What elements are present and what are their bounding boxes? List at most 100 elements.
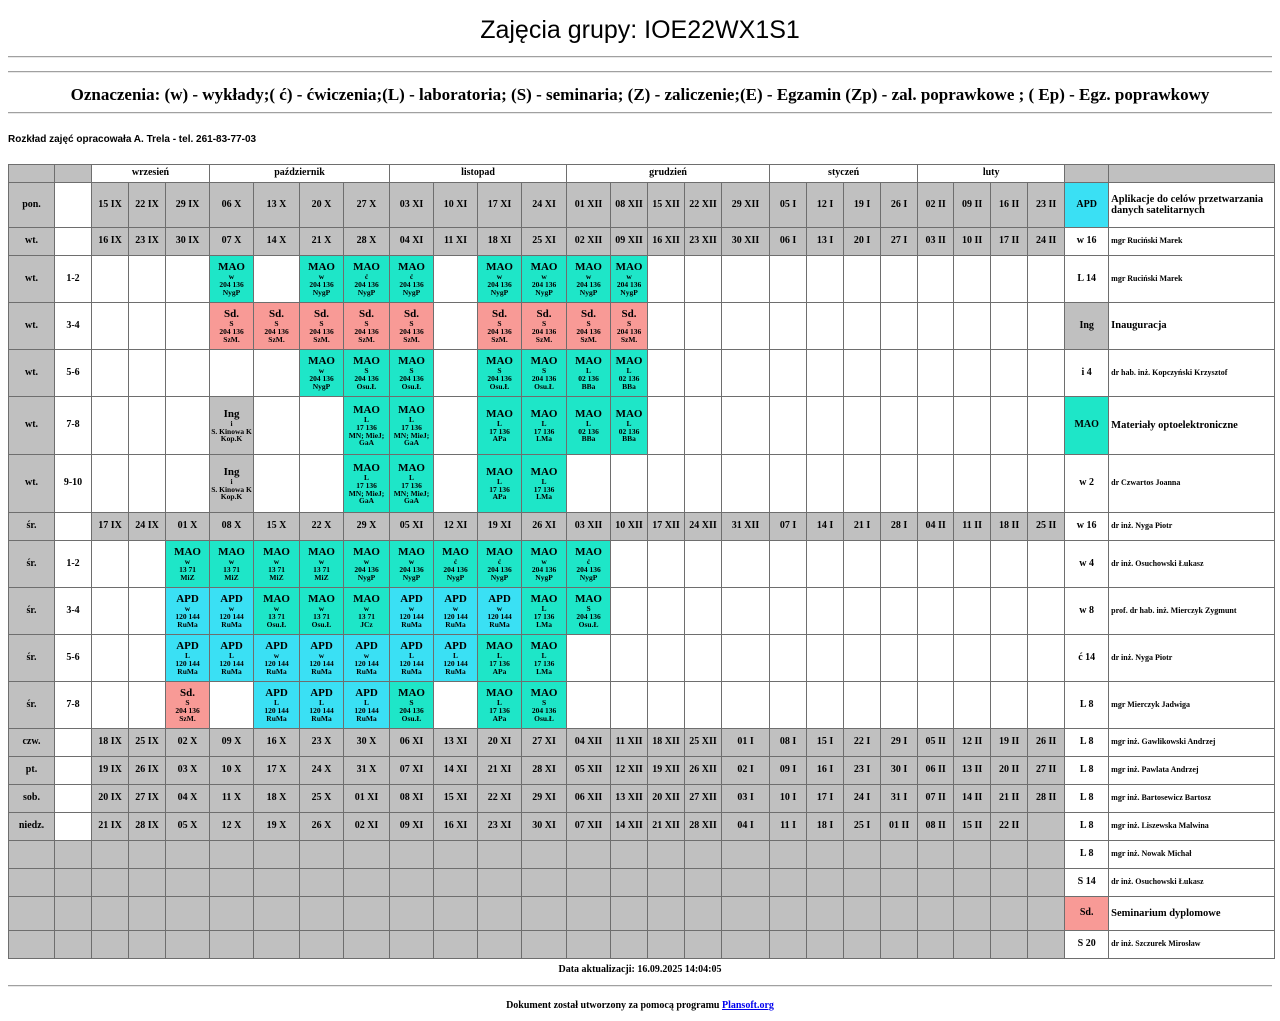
class-block[interactable]: MAO L 02 136 BBa <box>610 349 649 397</box>
class-block[interactable]: MAO L 02 136 BBa <box>566 349 612 397</box>
class-block[interactable]: MAO L 17 136 LMa <box>521 396 568 455</box>
class-block[interactable]: MAO L 17 136 MN; MieJ; GaA <box>389 396 435 455</box>
class-block[interactable]: MAO L 17 136 APa <box>477 634 523 682</box>
date-cell: 15 IX <box>91 182 129 228</box>
class-detail: 120 144 <box>399 659 424 669</box>
class-block[interactable]: MAO ć 204 136 NygP <box>389 255 435 303</box>
class-block[interactable]: MAO L 17 136 APa <box>477 454 523 513</box>
class-block[interactable]: MAO S 204 136 Osu.Ł <box>343 349 391 397</box>
class-block[interactable]: MAO S 204 136 Osu.Ł <box>477 349 523 397</box>
class-detail: APa <box>492 492 507 502</box>
class-block[interactable]: Sd. S 204 136 SzM. <box>253 302 301 350</box>
class-block[interactable]: MAO w 204 136 NygP <box>343 540 391 588</box>
class-detail: w <box>363 651 370 661</box>
slot-cell <box>54 896 92 931</box>
class-block[interactable]: APD L 120 144 RuMa <box>209 634 255 682</box>
class-block[interactable]: APD w 120 144 RuMa <box>389 587 435 635</box>
class-block[interactable]: MAO L 02 136 BBa <box>566 396 612 455</box>
empty-cell <box>647 540 686 588</box>
legend-name: mgr inż. Pawlata Andrzej <box>1108 756 1276 785</box>
class-block[interactable]: APD w 120 144 RuMa <box>477 587 523 635</box>
class-block[interactable]: MAO S 204 136 Osu.Ł <box>521 349 568 397</box>
class-block[interactable]: APD w 120 144 RuMa <box>253 634 301 682</box>
schedule-row: śr. 3-4 APD w 120 144 RuMa APD w 120 144 RuMa MAO w… <box>8 587 1276 635</box>
class-block[interactable]: APD w 120 144 RuMa <box>209 587 255 635</box>
class-block[interactable]: Ing i S. Kinowa K Kop.K <box>209 396 255 455</box>
class-code: APD <box>400 640 423 653</box>
empty-cell <box>389 840 435 869</box>
class-block[interactable]: APD L 120 144 RuMa <box>389 634 435 682</box>
class-block[interactable]: MAO L 17 136 LMa <box>521 634 568 682</box>
empty-cell <box>209 896 255 931</box>
class-block[interactable]: Sd. S 204 136 SzM. <box>566 302 612 350</box>
class-block[interactable]: MAO w 204 136 NygP <box>477 255 523 303</box>
class-block[interactable]: APD w 120 144 RuMa <box>433 587 479 635</box>
class-block[interactable]: MAO S 204 136 Osu.Ł <box>389 349 435 397</box>
class-detail: 13 71 <box>358 612 375 622</box>
class-block[interactable]: APD w 120 144 RuMa <box>164 587 211 635</box>
class-block[interactable]: MAO w 204 136 NygP <box>610 255 649 303</box>
class-detail: 204 136 <box>219 280 244 290</box>
class-block[interactable]: MAO ć 204 136 NygP <box>433 540 479 588</box>
class-block[interactable]: MAO w 204 136 NygP <box>566 255 612 303</box>
class-block[interactable]: Sd. S 204 136 SzM. <box>610 302 649 350</box>
class-block[interactable]: Sd. S 204 136 SzM. <box>477 302 523 350</box>
class-code: Sd. <box>314 308 330 321</box>
class-block[interactable]: MAO L 17 136 APa <box>477 396 523 455</box>
class-block[interactable]: MAO w 204 136 NygP <box>521 540 568 588</box>
class-block[interactable]: APD w 120 144 RuMa <box>343 634 391 682</box>
class-block[interactable]: MAO S 204 136 Osu.Ł <box>566 587 612 635</box>
class-block[interactable]: MAO L 17 136 APa <box>477 681 523 729</box>
class-detail: 17 136 <box>356 480 377 490</box>
class-block[interactable]: MAO w 204 136 NygP <box>521 255 568 303</box>
class-block[interactable]: MAO S 204 136 Osu.Ł <box>521 681 568 729</box>
day-label: śr. <box>8 681 55 729</box>
class-block[interactable]: MAO w 204 136 NygP <box>389 540 435 588</box>
class-block[interactable]: MAO ć 204 136 NygP <box>566 540 612 588</box>
class-block[interactable]: APD L 120 144 RuMa <box>253 681 301 729</box>
class-block[interactable]: Sd. S 204 136 SzM. <box>521 302 568 350</box>
date-cell: 04 XI <box>389 227 435 256</box>
class-block[interactable]: Sd. S 204 136 SzM. <box>209 302 255 350</box>
class-detail: MN; MieJ; <box>393 430 430 440</box>
class-block[interactable]: MAO L 17 136 MN; MieJ; GaA <box>343 454 391 513</box>
class-block[interactable]: APD w 120 144 RuMa <box>299 634 345 682</box>
class-block[interactable]: MAO L 17 136 LMa <box>521 587 568 635</box>
class-block[interactable]: MAO w 13 71 MiZ <box>253 540 301 588</box>
empty-cell <box>953 540 992 588</box>
empty-cell <box>1027 255 1066 303</box>
date-cell: 10 II <box>953 227 992 256</box>
class-block[interactable]: Ing i S. Kinowa K Kop.K <box>209 454 255 513</box>
class-block[interactable]: MAO w 13 71 Osu.Ł <box>253 587 301 635</box>
class-block[interactable]: MAO L 17 136 MN; MieJ; GaA <box>343 396 391 455</box>
class-block[interactable]: MAO w 204 136 NygP <box>299 349 345 397</box>
class-block[interactable]: MAO w 13 71 MiZ <box>299 540 345 588</box>
class-block[interactable]: APD L 120 144 RuMa <box>299 681 345 729</box>
class-block[interactable]: MAO ć 204 136 NygP <box>477 540 523 588</box>
date-cell: 02 XII <box>566 227 612 256</box>
class-block[interactable]: Sd. S 204 136 SzM. <box>164 681 211 729</box>
empty-cell <box>209 681 255 729</box>
class-block[interactable]: MAO L 17 136 MN; MieJ; GaA <box>389 454 435 513</box>
date-cell: 16 XII <box>647 227 686 256</box>
class-block[interactable]: MAO S 204 136 Osu.Ł <box>389 681 435 729</box>
date-cell: 18 IX <box>91 728 129 757</box>
plansoft-link[interactable]: Plansoft.org <box>721 1000 774 1011</box>
class-block[interactable]: MAO L 02 136 BBa <box>610 396 649 455</box>
class-block[interactable]: MAO w 204 136 NygP <box>209 255 255 303</box>
class-block[interactable]: APD L 120 144 RuMa <box>343 681 391 729</box>
class-block[interactable]: Sd. S 204 136 SzM. <box>343 302 391 350</box>
class-block[interactable]: Sd. S 204 136 SzM. <box>299 302 345 350</box>
class-block[interactable]: MAO w 13 71 Osu.Ł <box>299 587 345 635</box>
class-block[interactable]: MAO L 17 136 LMa <box>521 454 568 513</box>
class-block[interactable]: MAO w 13 71 JCz <box>343 587 391 635</box>
class-block[interactable]: MAO w 204 136 NygP <box>299 255 345 303</box>
class-code: MAO <box>263 593 290 606</box>
legend-name: mgr inż. Bartosewicz Bartosz <box>1108 784 1276 813</box>
class-block[interactable]: MAO w 13 71 MiZ <box>209 540 255 588</box>
class-block[interactable]: APD L 120 144 RuMa <box>433 634 479 682</box>
class-block[interactable]: Sd. S 204 136 SzM. <box>389 302 435 350</box>
class-block[interactable]: APD L 120 144 RuMa <box>164 634 211 682</box>
class-block[interactable]: MAO ć 204 136 NygP <box>343 255 391 303</box>
class-block[interactable]: MAO w 13 71 MiZ <box>164 540 211 588</box>
